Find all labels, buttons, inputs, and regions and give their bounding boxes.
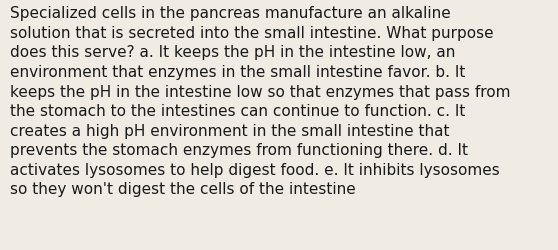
Text: Specialized cells in the pancreas manufacture an alkaline
solution that is secre: Specialized cells in the pancreas manufa… <box>10 6 511 196</box>
